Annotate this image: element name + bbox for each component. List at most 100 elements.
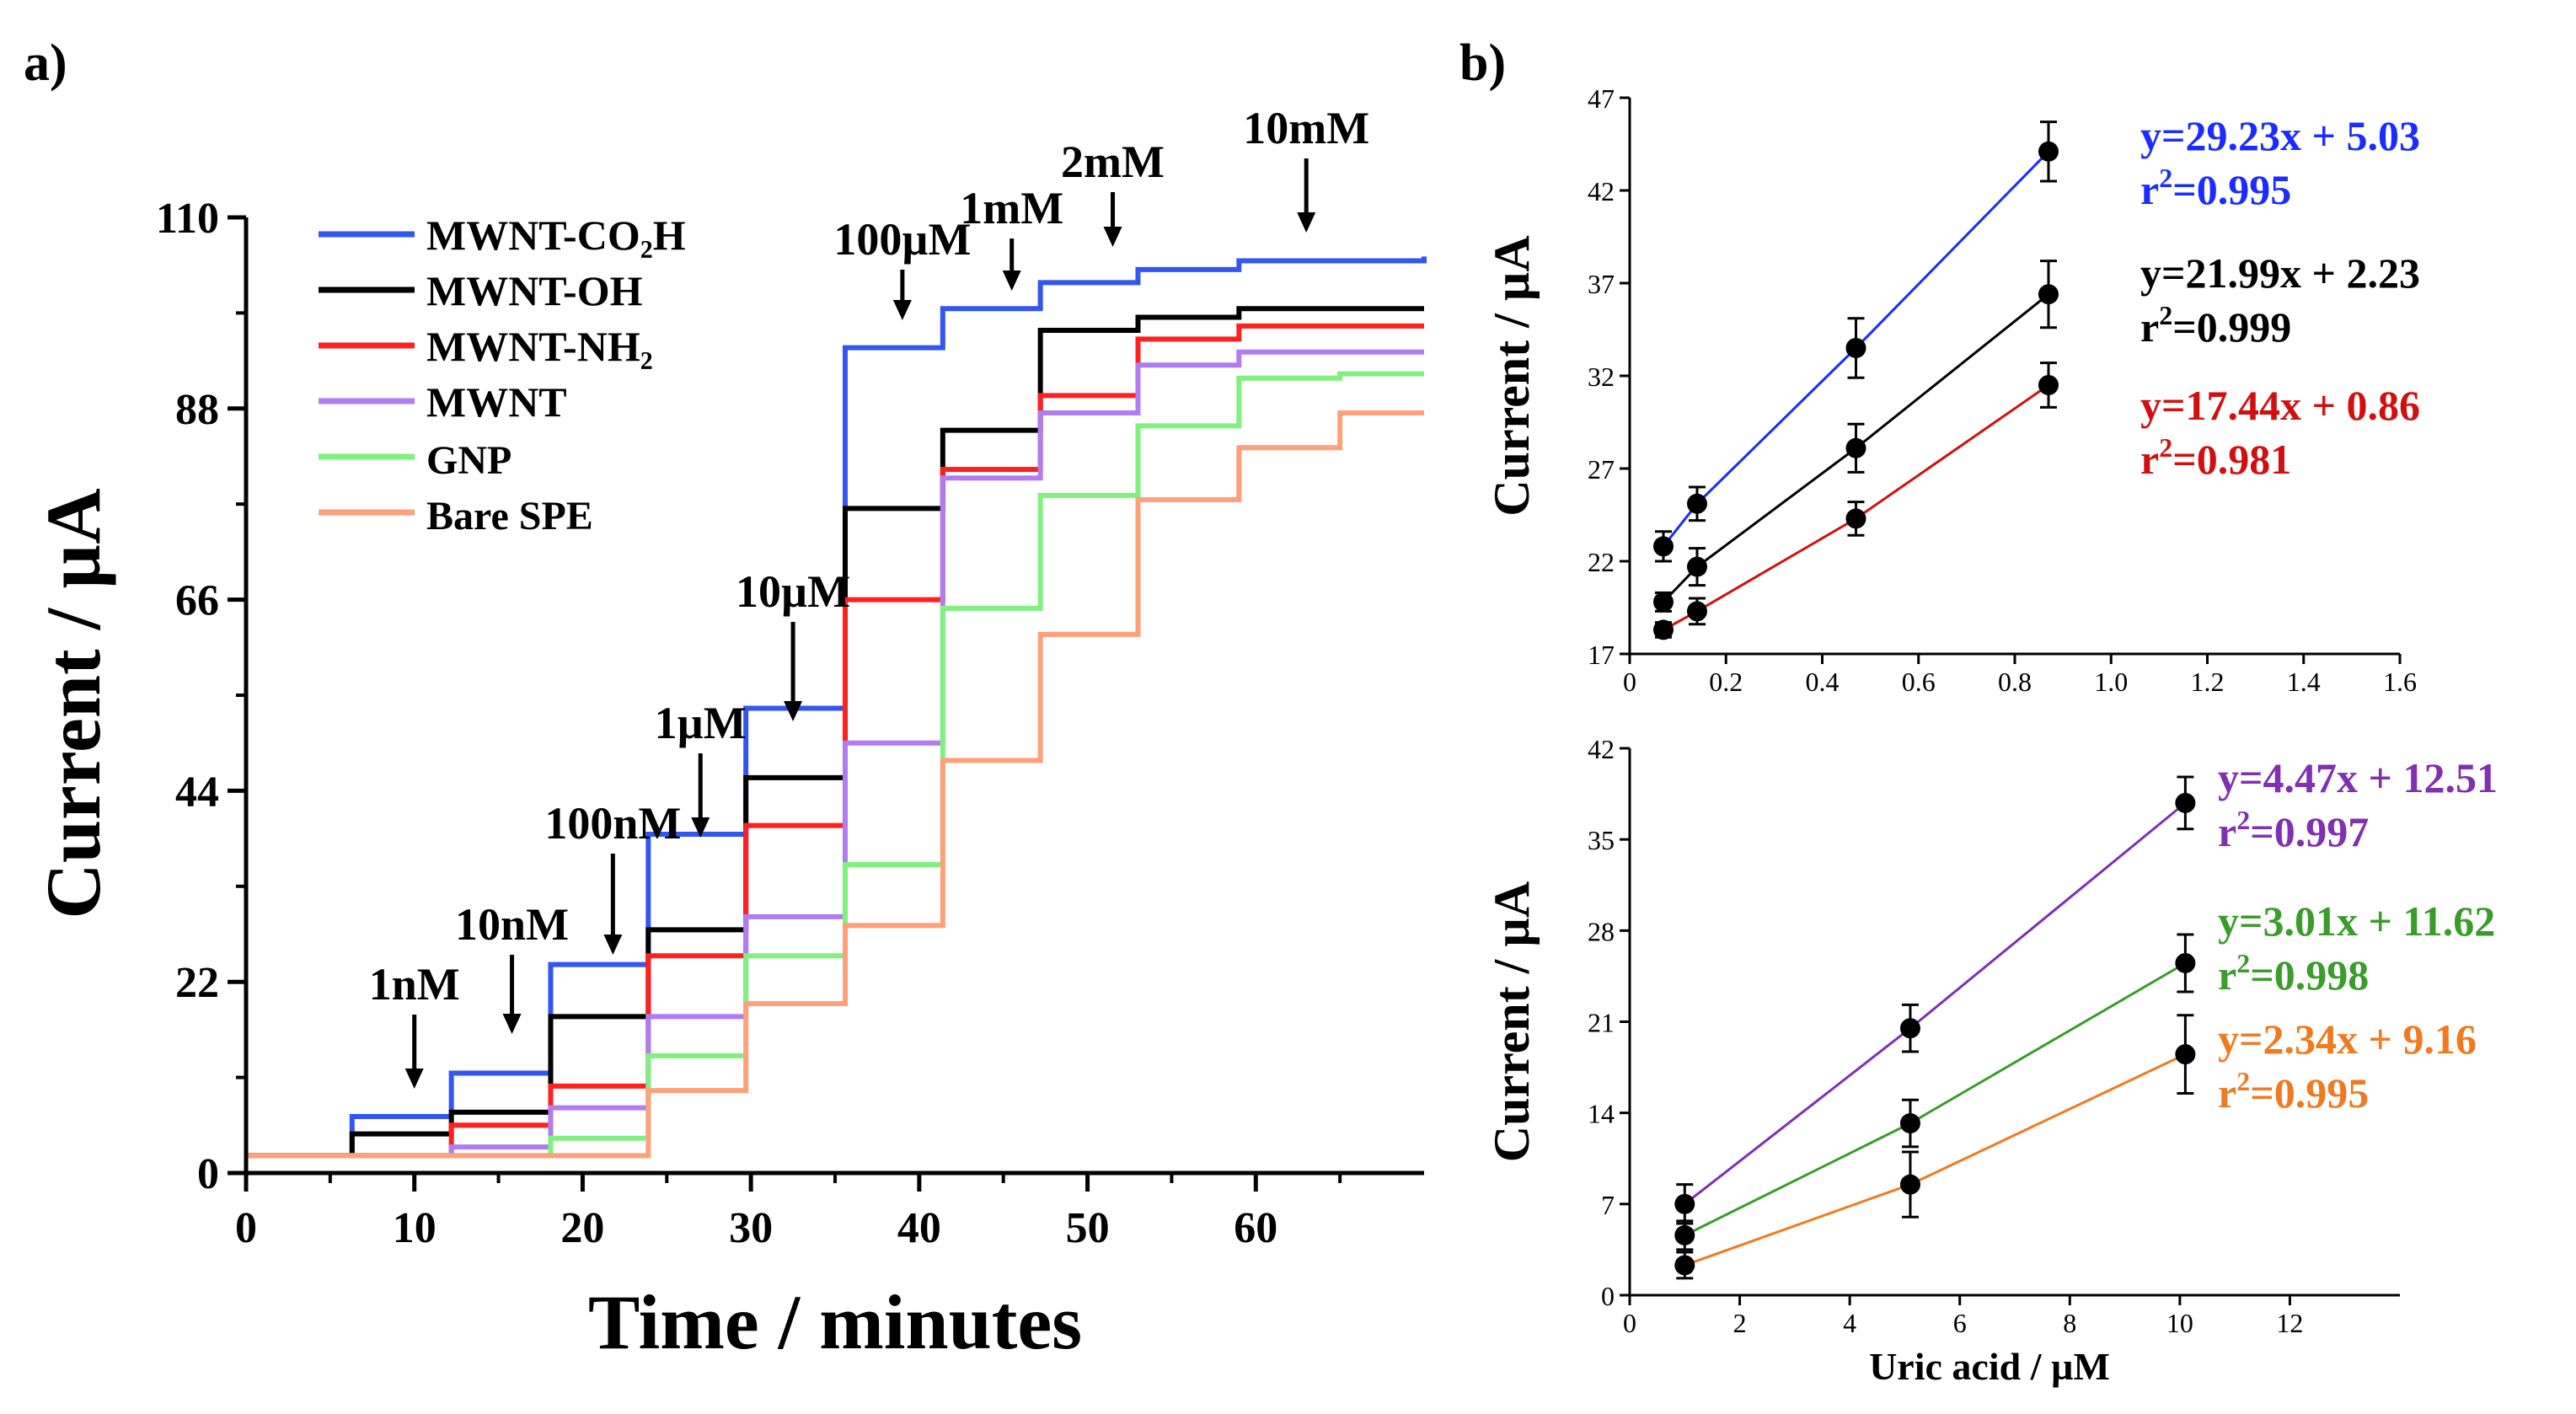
data-point-0-3 [2038, 141, 2059, 162]
x-tick-label-0: 0 [1623, 1308, 1636, 1338]
y-tick-label-4: 28 [1588, 916, 1615, 946]
equation-label-2: y=2.34x + 9.16 [2218, 1015, 2477, 1063]
fit-line-2 [1663, 383, 2049, 631]
annotation-arrowhead-2 [603, 935, 623, 955]
annotation-arrowhead-3 [691, 817, 710, 838]
x-tick-label-4: 0.8 [1998, 667, 2032, 697]
annotation-label-3: 1µM [655, 698, 747, 748]
panel-b-2: 0 2 4 6 8 10 12 0 7 14 21 28 35 42 Current / µA Uric ac… [1484, 734, 2498, 1388]
y-tick-label-5: 42 [1588, 176, 1615, 206]
series-line-2 [246, 323, 1424, 1159]
annotation-arrowhead-4 [784, 701, 803, 721]
x-tick-label-3: 6 [1953, 1308, 1967, 1338]
annotation-arrowhead-0 [404, 1069, 424, 1089]
x-axis-label: Time / minutes [588, 1279, 1082, 1365]
data-point-1-3 [2038, 284, 2059, 305]
data-point-1-0 [1674, 1224, 1695, 1245]
x-tick-label-4: 8 [2063, 1308, 2076, 1338]
data-point-2-1 [1686, 601, 1707, 622]
y-tick-label-6: 47 [1588, 83, 1615, 114]
r2-label-0: r2=0.997 [2218, 805, 2369, 855]
equation-label-0: y=29.23x + 5.03 [2140, 112, 2420, 159]
x-tick-label-6: 1.2 [2191, 667, 2225, 697]
series-line-1 [246, 306, 1424, 1159]
fit-line-0 [1662, 150, 2050, 548]
x-tick-label-0: 0 [235, 1204, 257, 1252]
panel-label-a: a) [24, 35, 67, 92]
equation-label-0: y=4.47x + 12.51 [2218, 754, 2498, 801]
y-tick-label-0: 0 [1601, 1281, 1615, 1311]
y-tick-label-1: 22 [1588, 547, 1615, 577]
data-point-1-0 [1652, 592, 1674, 613]
x-tick-label-1: 10 [393, 1204, 436, 1252]
fit-line-1 [1684, 961, 2187, 1237]
x-tick-label-5: 50 [1066, 1204, 1110, 1252]
annotation-label-2: 100nM [544, 798, 681, 849]
panel-b-1: 0 0.2 0.4 0.6 0.8 1.0 1.2 1.4 1.6 17 22 27 32 37 42 47 C… [1484, 83, 2420, 697]
panel-label-b: b) [1459, 35, 1507, 92]
annotation-arrowhead-6 [1002, 270, 1021, 291]
annotation-arrowhead-8 [1297, 212, 1316, 233]
data-point-0-1 [1899, 1018, 1920, 1039]
data-point-0-1 [1686, 493, 1707, 514]
y-tick-label-2: 14 [1588, 1099, 1615, 1129]
data-point-2-0 [1652, 619, 1674, 640]
y-tick-label-4: 88 [175, 386, 219, 434]
annotation-label-6: 1mM [960, 183, 1063, 233]
y-tick-label-5: 110 [156, 195, 219, 243]
y-tick-label-3: 21 [1588, 1008, 1615, 1038]
data-point-0-0 [1652, 536, 1674, 557]
data-point-1-1 [1686, 556, 1707, 577]
equation-label-1: y=21.99x + 2.23 [2140, 249, 2420, 297]
y-tick-label-2: 27 [1588, 454, 1615, 485]
annotation-label-4: 10µM [736, 566, 850, 617]
x-axis-label: Uric acid / µM [1869, 1345, 2110, 1388]
x-tick-label-4: 40 [897, 1204, 941, 1252]
equation-label-2: y=17.44x + 0.86 [2140, 382, 2420, 429]
y-tick-label-3: 32 [1588, 362, 1615, 392]
x-tick-label-2: 4 [1843, 1308, 1856, 1338]
series-line-3 [246, 349, 1424, 1159]
series-line-5 [246, 410, 1424, 1159]
x-tick-label-5: 1.0 [2094, 667, 2128, 697]
annotation-label-8: 10mM [1243, 103, 1369, 153]
y-tick-label-6: 42 [1588, 734, 1615, 764]
x-tick-label-3: 30 [729, 1204, 773, 1252]
x-tick-label-3: 0.6 [1902, 667, 1936, 697]
x-tick-label-5: 10 [2166, 1308, 2193, 1338]
y-axis-label: Current / µA [1484, 881, 1540, 1162]
y-tick-label-5: 35 [1588, 825, 1615, 855]
annotation-label-5: 100µM [833, 214, 971, 265]
x-tick-label-7: 1.4 [2287, 667, 2321, 697]
y-tick-label-0: 17 [1588, 640, 1615, 670]
r2-label-0: r2=0.995 [2140, 163, 2291, 213]
data-point-1-2 [2175, 952, 2196, 973]
data-point-1-2 [1845, 437, 1866, 458]
legend-entry-1: MWNT-OH [426, 267, 643, 314]
legend-entry-0: MWNT-CO₂H [426, 212, 686, 259]
annotation-label-0: 1nM [369, 959, 460, 1010]
series-line-0 [246, 256, 1427, 1159]
y-tick-label-1: 7 [1601, 1190, 1615, 1220]
legend-entry-5: Bare SPE [426, 494, 593, 538]
fit-line-0 [1684, 801, 2187, 1206]
x-tick-label-6: 60 [1234, 1204, 1277, 1252]
legend-entry-2: MWNT-NH₂ [426, 323, 653, 370]
annotation-arrowhead-5 [892, 300, 912, 320]
x-tick-label-2: 0.4 [1806, 667, 1840, 697]
x-tick-label-1: 2 [1733, 1308, 1747, 1338]
annotation-label-7: 2mM [1061, 137, 1165, 187]
x-tick-label-8: 1.6 [2383, 667, 2417, 697]
y-axis-label: Current / µA [30, 488, 116, 919]
data-point-0-2 [1845, 338, 1866, 358]
equation-label-1: y=3.01x + 11.62 [2218, 897, 2495, 945]
y-axis-label: Current / µA [1484, 235, 1540, 516]
data-point-1-1 [1899, 1113, 1920, 1134]
data-point-2-2 [1845, 508, 1866, 529]
x-tick-label-6: 12 [2276, 1308, 2303, 1338]
y-tick-label-3: 66 [175, 577, 219, 625]
y-tick-label-4: 37 [1588, 269, 1615, 299]
y-tick-label-2: 44 [175, 768, 219, 816]
panel-a: 0 10 20 30 40 50 60 0 22 44 66 88 110 Time / minutes C… [30, 103, 1427, 1365]
